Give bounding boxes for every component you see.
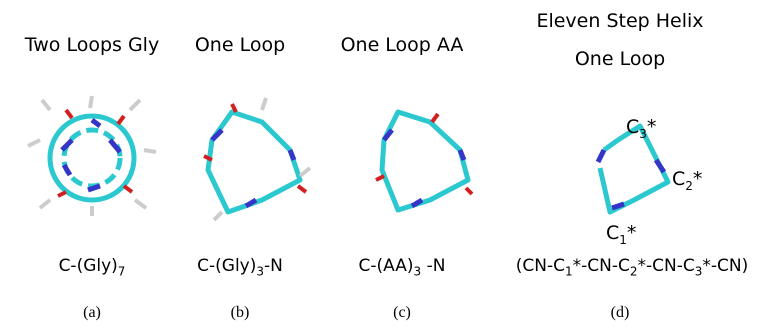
- text-part: *-CN-C: [638, 256, 695, 276]
- atom-label: C2*: [672, 168, 702, 193]
- atom-label: C3*: [626, 116, 656, 141]
- text-part: -N: [264, 256, 283, 276]
- subscript: 3: [639, 127, 647, 141]
- title-line: Two Loops Gly: [25, 26, 159, 64]
- title-line: Eleven Step Helix: [536, 2, 703, 40]
- subscript: 3: [695, 264, 703, 278]
- text-part: -N: [421, 256, 445, 276]
- figure: Two Loops GlyC-(Gly)7(a)One LoopC-(Gly)3…: [0, 0, 759, 331]
- panel-title: One Loop: [195, 26, 285, 64]
- subscript: 2: [685, 179, 693, 193]
- text-part: *: [693, 168, 703, 190]
- formula: (CN-C1*-CN-C2*-CN-C3*-CN): [516, 256, 748, 278]
- subscript: 3: [256, 264, 264, 278]
- title-line: One Loop AA: [341, 26, 464, 64]
- caption: (c): [393, 304, 411, 322]
- text-part: *-CN): [702, 256, 748, 276]
- caption: (a): [83, 304, 101, 322]
- text-part: *: [647, 116, 657, 138]
- text-part: C: [672, 168, 685, 190]
- text-part: (CN-C: [516, 256, 565, 276]
- formula: C-(Gly)7: [59, 256, 126, 278]
- subscript: 1: [619, 233, 627, 247]
- panel-title: Two Loops Gly: [25, 26, 159, 64]
- formula: C-(AA)3 -N: [359, 256, 446, 278]
- title-line: One Loop: [536, 40, 703, 78]
- panel-title: One Loop AA: [341, 26, 464, 64]
- caption: (d): [611, 304, 630, 322]
- text-part: *: [627, 222, 637, 244]
- atom-label: C1*: [606, 222, 636, 247]
- molecule-a: [28, 96, 156, 216]
- formula: C-(Gly)3-N: [197, 256, 283, 278]
- text-part: C-(Gly): [59, 256, 118, 276]
- subscript: 1: [565, 264, 573, 278]
- text-part: C-(Gly): [197, 256, 256, 276]
- text-part: C-(AA): [359, 256, 414, 276]
- molecule-b: [204, 98, 310, 220]
- text-part: *-CN-C: [573, 256, 630, 276]
- subscript: 3: [414, 264, 422, 278]
- title-line: One Loop: [195, 26, 285, 64]
- caption: (b): [231, 304, 250, 322]
- subscript: 2: [630, 264, 638, 278]
- text-part: C: [606, 222, 619, 244]
- text-part: C: [626, 116, 639, 138]
- molecule-c: [376, 112, 472, 210]
- subscript: 7: [118, 264, 126, 278]
